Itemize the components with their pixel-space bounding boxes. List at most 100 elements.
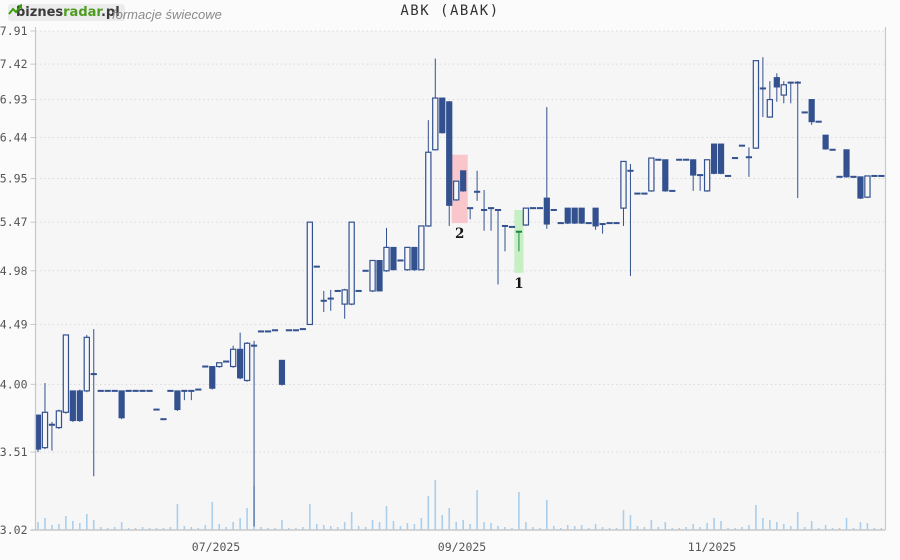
volume-bar [706, 523, 708, 530]
volume-bar [615, 528, 618, 530]
y-axis-label: 7.42 [0, 57, 28, 71]
volume-bar [204, 525, 207, 530]
page-title: ABK (ABAK) [400, 3, 500, 19]
volume-bar [469, 524, 471, 530]
volume-bar [573, 526, 576, 530]
volume-bar [295, 528, 297, 530]
volume-bar [413, 524, 416, 530]
volume-bar [343, 522, 346, 530]
volume-bar [239, 518, 241, 530]
candle-doji [550, 208, 557, 211]
candle-doji [557, 222, 564, 225]
candle-up [369, 259, 376, 292]
candle-down [237, 348, 244, 379]
candle-up [522, 207, 530, 226]
candle-doji [139, 389, 146, 392]
candle-doji [285, 329, 293, 332]
candle-up [83, 336, 90, 392]
candle-doji [815, 120, 822, 123]
candle-down [717, 143, 725, 174]
candle-doji [334, 289, 341, 292]
formation-label-1: 1 [514, 276, 523, 292]
candle-doji [48, 423, 56, 426]
candle-doji [111, 389, 118, 392]
volume-bar [232, 522, 234, 530]
candle-doji [223, 360, 230, 363]
volume-bar [636, 526, 639, 530]
candle-doji [355, 289, 362, 292]
volume-bar [190, 527, 193, 530]
volume-bar [183, 526, 186, 530]
volume-bar [155, 528, 158, 530]
volume-bar [762, 518, 764, 530]
x-axis-label: 07/2025 [192, 540, 240, 554]
candle-doji [676, 158, 683, 161]
candle-doji [271, 329, 279, 332]
volume-bar [671, 528, 674, 530]
candle-doji [787, 81, 794, 84]
candle-doji [467, 207, 474, 210]
volume-bar [650, 520, 653, 530]
volume-bar [441, 515, 444, 530]
volume-bar [79, 523, 81, 530]
y-axis-label: 6.44 [0, 131, 28, 145]
volume-bar [399, 526, 402, 530]
plot-background [35, 31, 886, 530]
volume-bar [873, 528, 876, 530]
volume-bar [699, 527, 701, 530]
volume-bar [162, 528, 165, 530]
candle-doji [202, 365, 209, 368]
candle-up [306, 221, 314, 326]
candle-down [278, 359, 286, 385]
candle-doji [536, 207, 543, 210]
volume-bar [566, 525, 569, 530]
candle-doji [362, 269, 369, 272]
y-axis-label: 5.95 [0, 172, 28, 186]
candle-down [857, 176, 864, 199]
candle-down [564, 207, 571, 224]
candle-doji [487, 207, 495, 210]
candle-down [773, 77, 780, 88]
candle-doji [160, 418, 167, 421]
volume-bar [357, 526, 360, 530]
volume-bar [260, 527, 262, 530]
candle-up [703, 159, 711, 192]
volume-bar [225, 527, 227, 530]
volume-bar [288, 528, 290, 530]
candle-doji [104, 389, 111, 392]
volume-bar [169, 527, 172, 530]
candle-down [390, 246, 397, 271]
candle-doji [264, 330, 272, 333]
volume-bar [678, 528, 681, 530]
candle-doji [871, 174, 878, 177]
volume-bar [476, 490, 478, 530]
volume-bar [755, 505, 757, 530]
candle-down [446, 101, 453, 206]
volume-bar [525, 522, 527, 530]
candle-up [418, 225, 425, 271]
candle-down [843, 149, 850, 178]
candle-doji [250, 344, 258, 347]
y-axis-label: 3.02 [0, 523, 28, 537]
candle-up [243, 342, 251, 382]
biznesradar-logo[interactable]: biznesradar.pl [8, 4, 125, 21]
candle-doji [313, 265, 320, 268]
volume-bar [831, 528, 834, 530]
candle-up [229, 348, 237, 368]
candle-doji [613, 222, 620, 225]
volume-bar [796, 512, 799, 530]
candle-down [174, 390, 181, 411]
candle-down [34, 414, 42, 450]
volume-bar [629, 515, 632, 530]
candle-doji [508, 225, 516, 228]
y-axis-label: 5.47 [0, 215, 28, 229]
formation-label-2: 2 [455, 226, 464, 242]
volume-bar [274, 528, 276, 530]
volume-bar [392, 521, 395, 530]
volume-bar [692, 524, 694, 530]
candle-up [864, 175, 871, 198]
candle-doji [257, 330, 265, 333]
candle-up [55, 410, 63, 429]
candle-doji [829, 148, 836, 151]
candle-doji [585, 222, 592, 225]
